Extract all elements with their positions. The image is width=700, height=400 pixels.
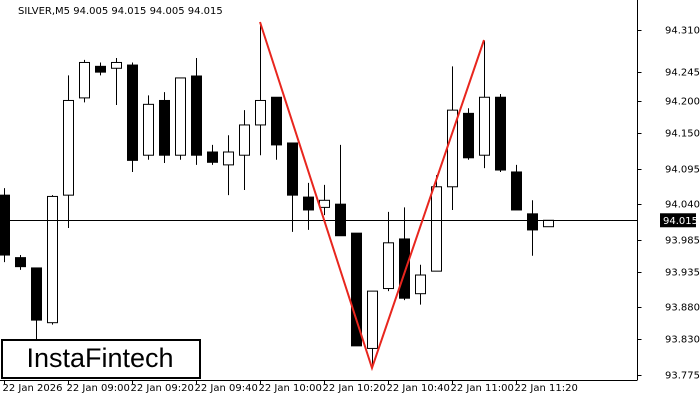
y-tick-label: 94.095 xyxy=(665,165,700,176)
y-tick-label: 93.830 xyxy=(665,335,700,346)
candle-body xyxy=(463,112,474,159)
x-tick-label: 22 Jan 09:00 xyxy=(67,383,130,394)
candle-body xyxy=(191,75,202,156)
candle-body xyxy=(95,65,106,73)
y-tick-label: 94.040 xyxy=(665,200,700,211)
x-tick-label: 22 Jan 11:00 xyxy=(451,383,514,394)
candle-body xyxy=(287,142,298,196)
pattern-line xyxy=(259,21,485,372)
candle-body xyxy=(527,213,538,231)
candle-body xyxy=(367,290,378,349)
candle-body xyxy=(383,242,394,290)
candle-body xyxy=(431,186,442,272)
y-tick-label: 93.775 xyxy=(665,371,700,382)
candle-body xyxy=(15,257,26,268)
overlay: 94.310 94.245 94.200 94.150 94.095 94.040 93.9… xyxy=(3,26,700,395)
current-price-box xyxy=(660,213,696,228)
candle-body xyxy=(399,238,410,299)
double-bottom-pattern xyxy=(259,21,485,372)
candle-body xyxy=(159,99,170,156)
candle-body xyxy=(351,232,362,347)
candle-body xyxy=(511,171,522,211)
x-tick-label: 22 Jan 09:20 xyxy=(131,383,194,394)
chart-title: SILVER,M5 94.005 94.015 94.005 94.015 xyxy=(18,6,223,17)
candle-body xyxy=(303,196,314,211)
candles xyxy=(0,22,642,384)
x-tick-label: 22 Jan 10:40 xyxy=(387,383,450,394)
logo: InstaFintech xyxy=(26,343,173,373)
candle-body xyxy=(47,195,58,324)
candle-body xyxy=(31,267,42,321)
y-tick-label: 94.200 xyxy=(665,97,700,108)
y-tick-label: 94.245 xyxy=(665,68,700,79)
logo-box xyxy=(1,339,201,379)
candle-body xyxy=(239,124,250,156)
candle-body xyxy=(0,194,10,256)
x-tick-label: 22 Jan 2026 xyxy=(3,383,63,394)
y-tick-label: 93.985 xyxy=(665,236,700,247)
candle-body xyxy=(415,274,426,295)
y-tick-label: 93.880 xyxy=(665,303,700,314)
x-tick-label: 22 Jan 11:20 xyxy=(515,383,578,394)
candle-body xyxy=(127,64,138,161)
candle-body xyxy=(271,96,282,146)
candle-body xyxy=(207,151,218,163)
y-tick-label: 93.935 xyxy=(665,268,700,279)
x-tick-label: 22 Jan 10:20 xyxy=(323,383,386,394)
y-tick-label: 94.150 xyxy=(665,129,700,140)
candle-body xyxy=(111,61,122,69)
x-tick-label: 22 Jan 10:00 xyxy=(259,383,322,394)
candle-body xyxy=(479,96,490,156)
candle-body xyxy=(223,151,234,166)
candle-body xyxy=(495,96,506,171)
current-price-label: 94.015 xyxy=(663,216,698,227)
x-tick-label: 22 Jan 09:40 xyxy=(195,383,258,394)
candle-body xyxy=(143,103,154,156)
candle-body xyxy=(79,61,90,99)
candle-body xyxy=(63,99,74,196)
candle-body xyxy=(319,199,330,208)
candle-body xyxy=(543,219,554,228)
candle-body xyxy=(335,203,346,237)
y-tick-label: 94.310 xyxy=(665,26,700,37)
candle-body xyxy=(175,77,186,156)
candle-body xyxy=(255,99,266,126)
